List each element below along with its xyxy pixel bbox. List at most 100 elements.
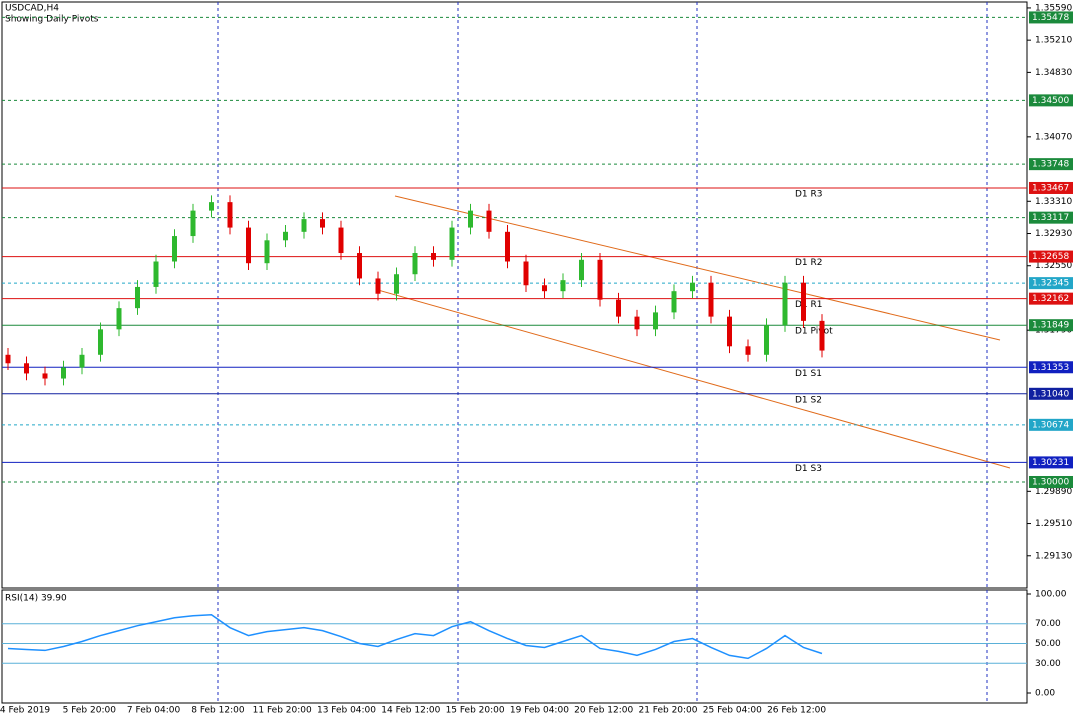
level-label: 1.33117 [1032,213,1069,223]
candle-body [412,253,418,275]
y-tick-label: 1.32550 [1035,261,1072,271]
x-tick-label: 13 Feb 04:00 [317,706,376,716]
x-tick-label: 21 Feb 20:00 [638,706,697,716]
candle-body [449,227,455,260]
rsi-tick-label: 30.00 [1035,659,1061,669]
level-label: 1.32345 [1032,279,1069,289]
level-box [1029,181,1073,194]
x-tick-label: 8 Feb 12:00 [191,706,245,716]
rsi-tick-label: 0.00 [1035,689,1055,699]
y-tick-label: 1.32930 [1035,229,1072,239]
rsi-line [7,614,823,660]
level-label: 1.30674 [1032,420,1069,430]
x-tick-label: 5 Feb 20:00 [63,706,117,716]
level-label: 1.30231 [1032,458,1069,468]
level-label: 1.35478 [1032,13,1069,23]
candle-body [745,346,751,355]
y-tick-label: 1.34070 [1035,132,1072,142]
rsi-frame [1,589,1028,704]
candle-body [468,210,473,228]
pivot-label: D1 S2 [795,395,822,405]
candle-body [264,240,270,264]
pivot-label: D1 S1 [795,369,822,379]
candle-body [542,285,547,292]
level-box [1029,94,1073,107]
y-tick-label: 1.33310 [1035,197,1072,207]
candle-body [24,363,29,374]
level-box [1029,158,1073,171]
x-tick-label: 26 Feb 12:00 [767,706,826,716]
candle-body [579,259,584,281]
rsi-title: RSI(14) 39.90 [5,594,67,604]
level-box [1029,211,1073,224]
pivot-label: D1 Pivot [795,327,833,337]
rsi-tick-label: 70.00 [1035,619,1061,629]
level-box [1029,475,1073,488]
candle-body [42,373,48,379]
candle-body [690,282,695,292]
level-label: 1.33467 [1032,183,1069,193]
level-box [1029,11,1073,24]
level-box [1029,361,1073,374]
candle-body [764,325,769,355]
pivot-label: D1 S3 [795,464,822,474]
level-box [1029,387,1073,400]
candle-body [320,219,325,228]
level-box [1029,456,1073,469]
candle-body [394,274,399,294]
rsi-tick-label: 100.00 [1035,590,1067,600]
level-label: 1.34500 [1032,96,1069,106]
day-separators [217,2,988,703]
y-tick-label: 1.29130 [1035,551,1072,561]
candle-body [338,227,344,254]
candle-body [727,316,732,347]
candle-body [782,282,788,326]
candle-body [671,291,677,313]
candle-body [357,253,362,279]
y-tick-label: 1.29510 [1035,519,1072,529]
x-tick-label: 14 Feb 12:00 [381,706,440,716]
candle-body [616,299,621,317]
level-box [1029,292,1073,305]
y-tick-label: 1.29890 [1035,487,1072,497]
level-box [1029,277,1073,290]
candle-body [505,231,510,262]
candle-body [116,308,122,330]
level-box [1029,418,1073,431]
candle-body [190,210,196,237]
x-tick-label: 15 Feb 20:00 [446,706,505,716]
candle-body [375,278,381,294]
candle-body [486,210,492,232]
level-box [1029,319,1073,332]
main-frame [1,1,1028,589]
candle-body [61,367,66,379]
candle-body [634,316,640,330]
candle-body [153,261,159,287]
rsi-tick-label: 50.00 [1035,639,1061,649]
pivot-label: D1 R2 [795,258,823,268]
level-label: 1.32162 [1032,294,1069,304]
x-tick-label: 4 Feb 2019 [0,706,50,716]
candle-body [172,236,177,262]
candle-body [246,227,251,264]
candle-body [597,259,603,300]
y-tick-label: 1.35210 [1035,36,1072,46]
candle-body [227,202,233,228]
x-tick-label: 20 Feb 12:00 [574,706,633,716]
symbol-title: USDCAD,H4 [5,4,59,14]
candle-body [283,231,288,241]
x-tick-label: 19 Feb 04:00 [510,706,569,716]
x-tick-label: 7 Feb 04:00 [127,706,181,716]
pivot-label: D1 R1 [795,300,823,310]
subtitle: Showing Daily Pivots [5,15,99,25]
candle-body [135,286,140,309]
level-label: 1.33748 [1032,160,1069,170]
candle-body [79,354,85,368]
y-tick-label: 1.35590 [1035,3,1072,13]
trend-channel [377,195,1011,469]
candle-body [801,282,806,321]
y-tick-label: 1.34830 [1035,68,1072,78]
level-label: 1.31040 [1032,389,1069,399]
candle-body [98,329,103,355]
